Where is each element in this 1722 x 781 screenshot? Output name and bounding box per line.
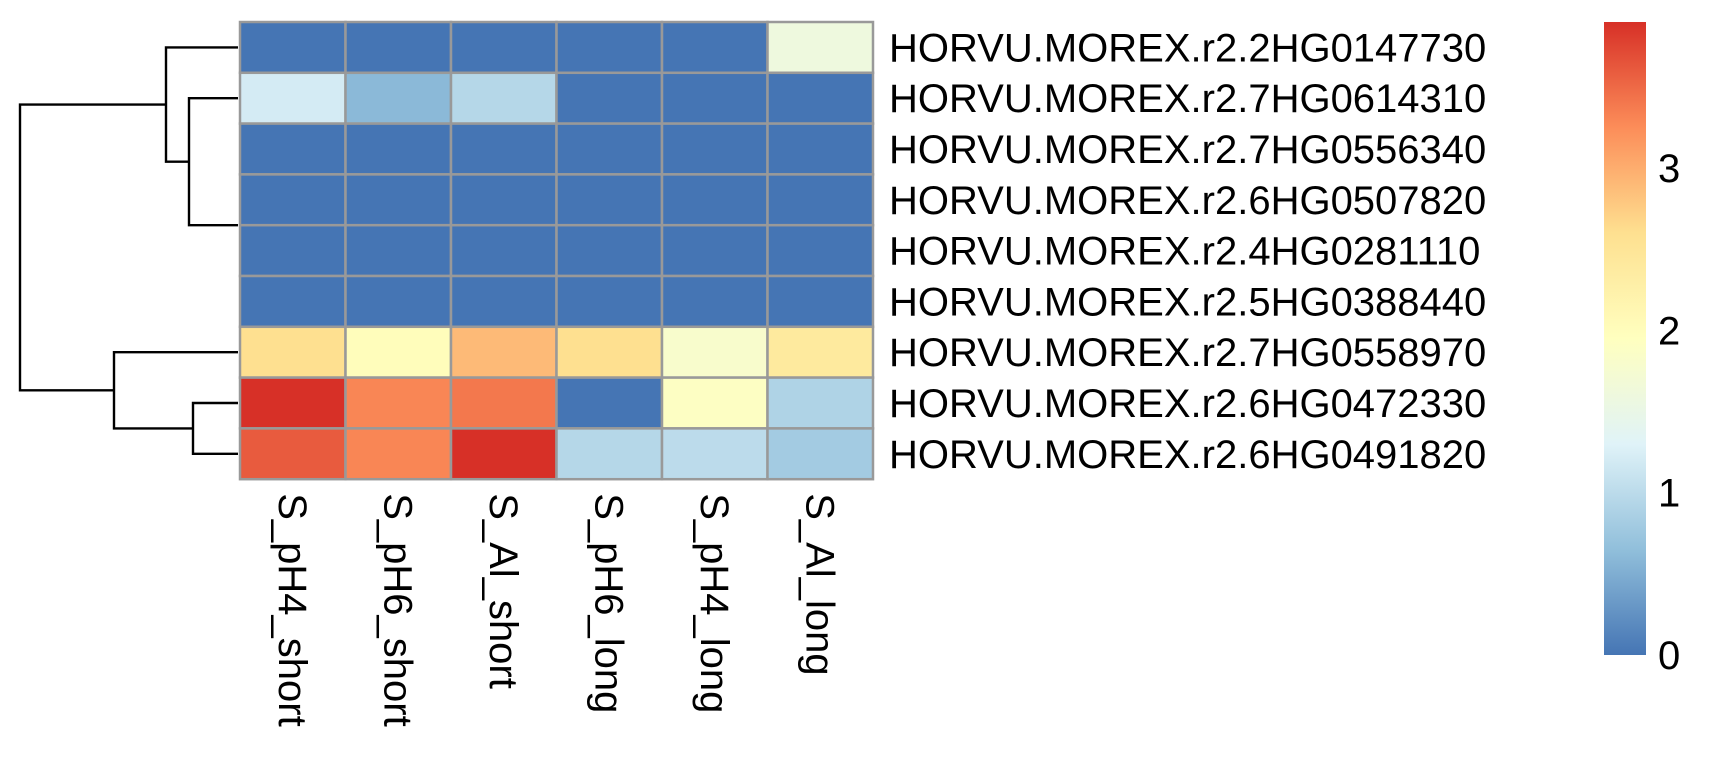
heatmap-cell <box>344 325 453 379</box>
colorbar-tick-label: 3 <box>1658 147 1680 191</box>
heatmap-cell <box>344 20 453 75</box>
column-label: S_pH4_short <box>270 493 314 726</box>
heatmap-cell <box>344 427 453 481</box>
dendrogram-branch <box>164 46 238 163</box>
heatmap-cell <box>449 223 558 278</box>
heatmap-cell <box>660 20 769 75</box>
colorbar-ticks: 0 1 2 3 <box>1658 147 1680 678</box>
heatmap-cell <box>449 20 558 75</box>
color-legend: 0 1 2 3 <box>1604 22 1680 678</box>
heatmap-cell <box>238 274 347 329</box>
dendrogram-branch <box>18 103 166 392</box>
row-dendrogram <box>18 46 238 455</box>
heatmap-cell <box>555 173 664 227</box>
heatmap-cell <box>555 325 664 379</box>
row-label: HORVU.MOREX.r2.6HG0491820 <box>889 433 1486 477</box>
column-label: S_pH6_short <box>375 493 419 726</box>
heatmap-cell <box>766 71 875 125</box>
heatmap-cell <box>766 20 875 75</box>
heatmap-cell <box>766 427 875 481</box>
heatmap-cell <box>449 122 558 176</box>
heatmap-cell <box>555 122 664 176</box>
colorbar-tick-label: 0 <box>1658 634 1680 678</box>
heatmap-cell <box>660 325 769 379</box>
heatmap-cell <box>238 376 347 430</box>
dendrogram-branch <box>112 351 238 430</box>
column-labels: S_pH4_short S_pH6_short S_Al_short S_pH6_lo… <box>270 493 842 726</box>
heatmap-cell <box>238 71 347 125</box>
heatmap-cell <box>344 173 453 227</box>
column-label: S_Al_short <box>481 493 525 689</box>
dendrogram-branch <box>187 97 238 227</box>
row-label: HORVU.MOREX.r2.6HG0507820 <box>889 179 1486 223</box>
column-label: S_pH6_long <box>586 493 630 713</box>
heatmap-cell <box>555 71 664 125</box>
row-label: HORVU.MOREX.r2.2HG0147730 <box>889 26 1486 70</box>
dendrogram-branch <box>191 401 238 455</box>
heatmap-cell <box>555 376 664 430</box>
row-label: HORVU.MOREX.r2.7HG0558970 <box>889 331 1486 375</box>
row-labels: HORVU.MOREX.r2.2HG0147730 HORVU.MOREX.r2.… <box>889 26 1486 476</box>
heatmap-cell <box>238 173 347 227</box>
heatmap-cell <box>660 274 769 329</box>
heatmap-cell <box>344 223 453 278</box>
row-label: HORVU.MOREX.r2.7HG0556340 <box>889 128 1486 172</box>
heatmap-cell <box>344 274 453 329</box>
heatmap-cell <box>766 173 875 227</box>
heatmap-cell <box>449 173 558 227</box>
row-label: HORVU.MOREX.r2.6HG0472330 <box>889 382 1486 426</box>
heatmap-cells <box>238 20 875 481</box>
heatmap-cell <box>660 427 769 481</box>
heatmap-cell <box>766 122 875 176</box>
heatmap-cell <box>449 427 558 481</box>
heatmap-cell <box>449 71 558 125</box>
heatmap-cell <box>238 427 347 481</box>
colorbar-tick-label: 2 <box>1658 309 1680 353</box>
heatmap-cell <box>660 71 769 125</box>
colorbar <box>1604 22 1646 655</box>
row-label: HORVU.MOREX.r2.5HG0388440 <box>889 280 1486 324</box>
heatmap-cell <box>344 122 453 176</box>
heatmap-cell <box>660 173 769 227</box>
column-label: S_pH4_long <box>692 493 736 713</box>
colorbar-tick-label: 1 <box>1658 472 1680 516</box>
heatmap-cell <box>766 274 875 329</box>
heatmap-cell <box>660 376 769 430</box>
heatmap-cell <box>555 223 664 278</box>
heatmap-cell <box>449 274 558 329</box>
row-label: HORVU.MOREX.r2.4HG0281110 <box>889 230 1480 274</box>
heatmap-cell <box>660 122 769 176</box>
heatmap-cell <box>449 376 558 430</box>
heatmap-cell <box>555 20 664 75</box>
heatmap-cell <box>238 325 347 379</box>
heatmap-cell <box>344 376 453 430</box>
heatmap-cell <box>766 376 875 430</box>
heatmap-cell <box>555 274 664 329</box>
heatmap-cell <box>449 325 558 379</box>
heatmap-cell <box>766 325 875 379</box>
column-label: S_Al_long <box>797 493 841 675</box>
heatmap-cell <box>766 223 875 278</box>
heatmap-cell <box>660 223 769 278</box>
heatmap-cell <box>238 223 347 278</box>
heatmap-cell <box>344 71 453 125</box>
heatmap-cell <box>238 122 347 176</box>
heatmap-cell <box>238 20 347 75</box>
heatmap-cell <box>555 427 664 481</box>
row-label: HORVU.MOREX.r2.7HG0614310 <box>889 77 1486 121</box>
